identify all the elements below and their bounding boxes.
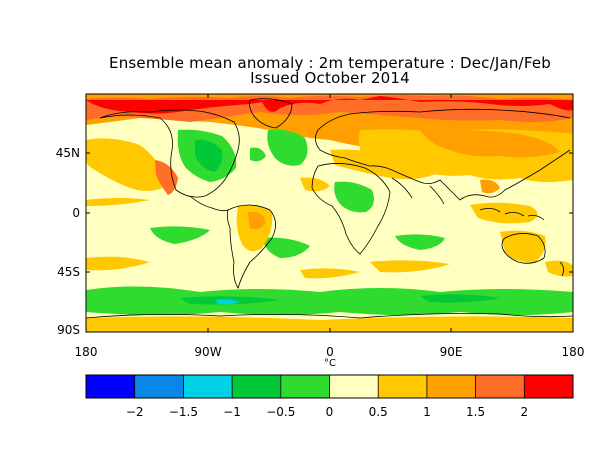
indonesia-islands — [479, 208, 545, 221]
units-label: °C — [324, 358, 336, 369]
map-subtitle: Issued October 2014 — [250, 69, 410, 87]
colorbar-label: 2 — [520, 405, 528, 419]
south-atlantic-warm — [300, 268, 360, 279]
coastlines — [86, 98, 573, 319]
central-america-coast — [189, 195, 229, 212]
eurasia-coast — [315, 108, 571, 201]
lat-tick-marks — [86, 152, 573, 273]
colorbar-label: 0.5 — [369, 405, 388, 419]
map-title: Ensemble mean anomaly : 2m temperature :… — [109, 54, 551, 72]
equatorial-pacific-cool — [150, 226, 210, 244]
siberia-warm — [420, 129, 560, 158]
colorbar-label: −1.5 — [169, 405, 198, 419]
colorbar-swatch — [280, 375, 330, 398]
colorbar-swatch — [134, 375, 184, 398]
lat-label-90s: 90S — [57, 323, 80, 337]
arctic-max-warm — [86, 96, 573, 114]
southern-ocean-colder-2 — [420, 294, 500, 303]
colorbar-frame — [85, 374, 574, 399]
colorbar-swatch — [183, 375, 233, 398]
south-atlantic-cool — [262, 237, 310, 258]
lon-label-90w: 90W — [194, 345, 221, 359]
lat-label-45n: 45N — [56, 146, 80, 160]
eastern-na-colder — [195, 139, 223, 172]
lon-label-180e: 180 — [562, 345, 585, 359]
southern-ocean-cool — [86, 286, 573, 315]
colorbar-swatch — [426, 375, 476, 398]
australia-coast — [501, 233, 546, 264]
north-pacific-warm — [86, 138, 170, 191]
greenland-coast — [249, 98, 293, 129]
colorbar-label: 0 — [326, 405, 334, 419]
colorbar-label: 1 — [423, 405, 431, 419]
south-pacific-warm — [86, 256, 150, 271]
southern-ocean-coldest — [215, 299, 240, 305]
south-america-hot — [248, 211, 266, 230]
mediterranean-warm — [330, 149, 440, 180]
africa-coast — [311, 163, 391, 255]
lat-label-45s: 45S — [57, 265, 80, 279]
lon-tick-marks — [207, 94, 452, 332]
north-atlantic-cool-2 — [250, 147, 266, 162]
south-china-sea-warm — [480, 179, 500, 194]
lon-label-0: 0 — [326, 345, 334, 359]
colorbar-swatch — [232, 375, 281, 398]
colorbar-label: −2 — [126, 405, 144, 419]
west-africa-warm — [300, 177, 330, 192]
indian-ocean-cool — [395, 234, 445, 250]
colorbar-swatch — [86, 375, 135, 398]
colorbar-swatch — [524, 375, 573, 398]
anomaly-field — [86, 94, 573, 332]
new-zealand-coast — [559, 261, 564, 277]
antarctica-coast — [86, 313, 573, 319]
north-atlantic-cold — [267, 129, 308, 166]
arabia-india-coast — [391, 177, 445, 205]
south-america-coast — [226, 204, 276, 289]
colorbar-label: 1.5 — [466, 405, 485, 419]
australia-warm — [500, 230, 546, 263]
colorbar-label: −1 — [223, 405, 241, 419]
central-africa-cold — [334, 181, 374, 213]
colorbar-label: −0.5 — [266, 405, 295, 419]
lon-label-180w: 180 — [75, 345, 98, 359]
east-pacific-warm — [86, 198, 150, 206]
south-indian-warm — [370, 260, 450, 273]
colorbar: −2 −1.5 −1 −0.5 0 0.5 1 1.5 2 — [85, 374, 574, 419]
colorbar-swatch — [378, 375, 427, 398]
indonesia-warm — [470, 202, 538, 224]
tasman-warm — [545, 260, 573, 277]
colorbar-swatch — [329, 375, 379, 398]
us-west-coast-warm — [155, 160, 178, 195]
lat-label-0: 0 — [72, 206, 80, 220]
colorbar-swatch — [475, 375, 525, 398]
lon-label-90e: 90E — [440, 345, 463, 359]
north-america-coast — [99, 109, 240, 198]
